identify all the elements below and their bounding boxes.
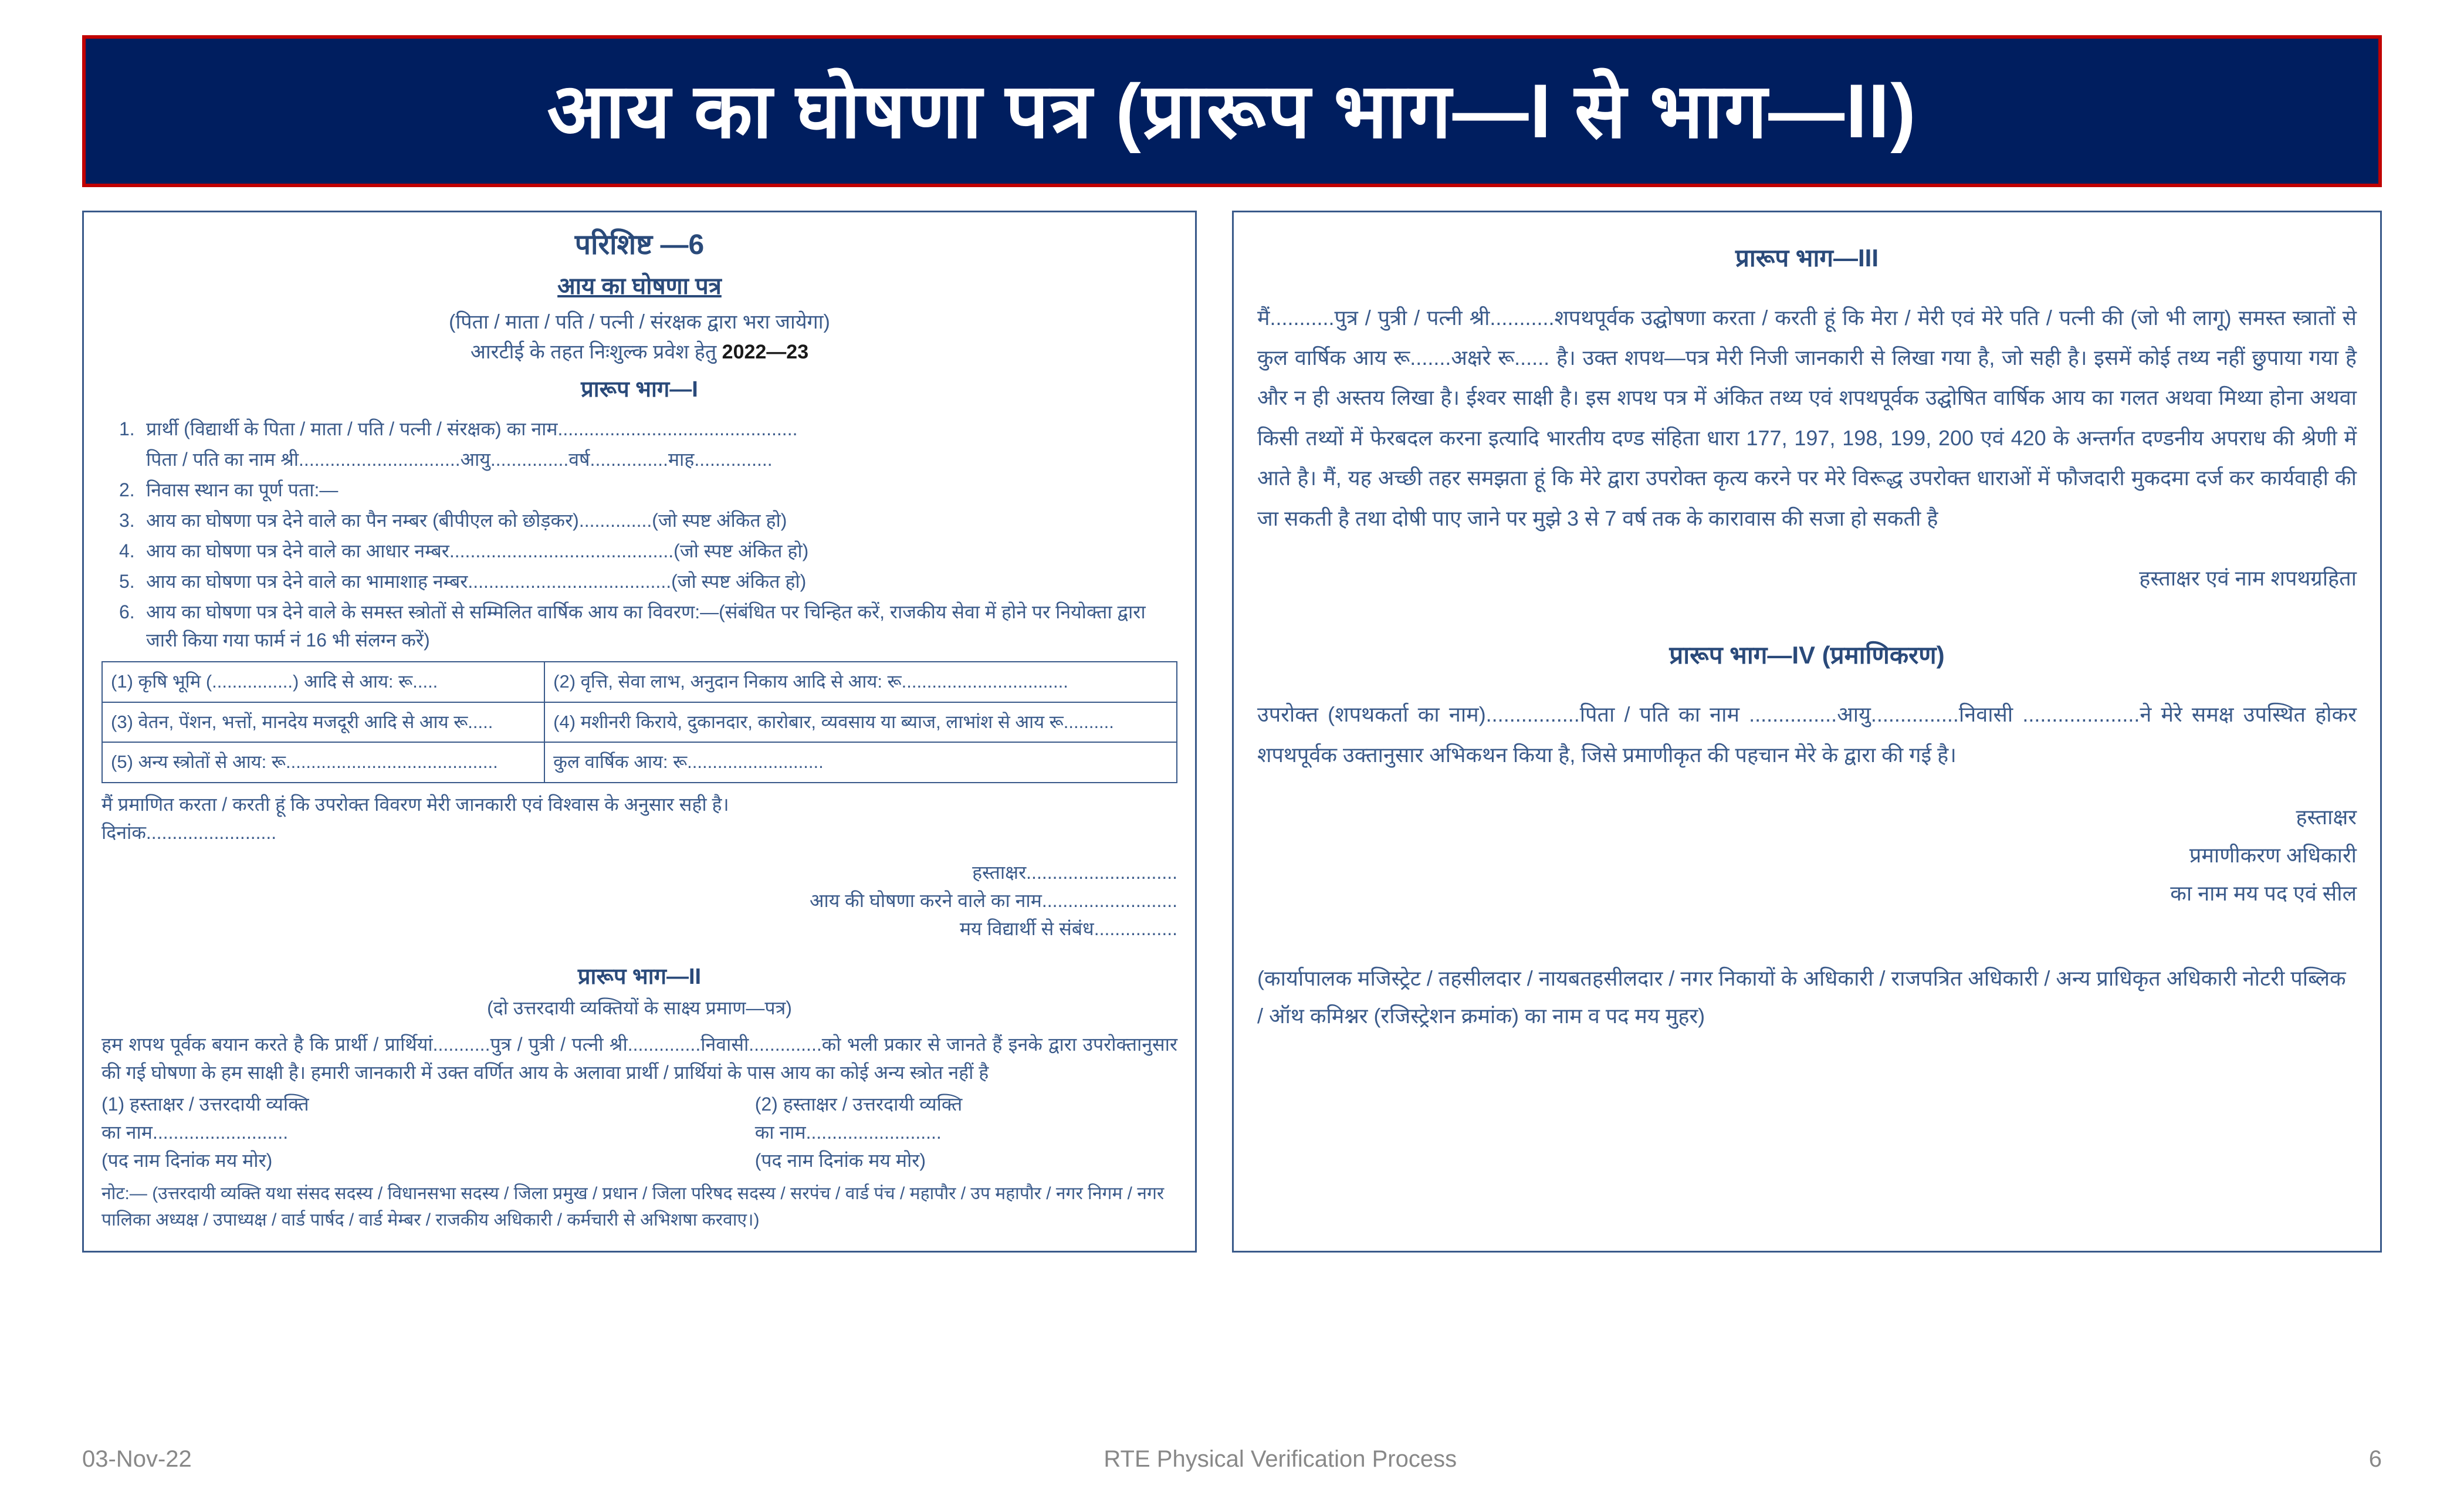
list-num [119,445,146,473]
table-cell: (2) वृत्ति, सेवा लाभ, अनुदान निकाय आदि स… [544,662,1177,702]
title-banner: आय का घोषणा पत्र (प्रारूप भाग—I से भाग—I… [82,35,2382,187]
list-num: 4. [119,537,146,565]
date-field: दिनांक......................... [101,818,1177,847]
applicant-details-list: 1.प्रार्थी (विद्यार्थी के पिता / माता / … [101,415,1177,654]
left-panel: परिशिष्ट —6 आय का घोषणा पत्र (पिता / मात… [82,211,1197,1253]
list-num: 5. [119,567,146,595]
witness-1: (1) हस्ताक्षर / उत्तरदायी व्यक्ति का नाम… [101,1090,618,1175]
witness-name: का नाम.......................... [101,1118,618,1146]
table-cell: (1) कृषि भूमि (................) आदि से … [102,662,544,702]
witness-post: (पद नाम दिनांक मय मोर) [101,1146,618,1175]
list-item: आय का घोषणा पत्र देने वाले का आधार नम्बर… [146,537,808,565]
authorized-officers-note: (कार्यापालक मजिस्ट्रेट / तहसीलदार / नायब… [1257,960,2357,1036]
certifying-officer-block: हस्ताक्षर प्रमाणीकरण अधिकारी का नाम मय प… [1257,798,2357,912]
list-num: 3. [119,506,146,534]
table-cell: (3) वेतन, पेंशन, भत्तों, मानदेय मजदूरी आ… [102,702,544,743]
praroop-3-body: मैं...........पुत्र / पुत्री / पत्नी श्र… [1257,298,2357,539]
officer-sig: हस्ताक्षर [1257,798,2357,837]
sig-line: हस्ताक्षर............................. [101,858,1177,886]
slide-footer: 03-Nov-22 RTE Physical Verification Proc… [82,1446,2382,1473]
note-text: नोट:— (उत्तरदायी व्यक्ति यथा संसद सदस्य … [101,1180,1177,1233]
praroop-2-subheading: (दो उत्तरदायी व्यक्तियों के साक्ष्य प्रम… [101,994,1177,1022]
declarant-name-line: आय की घोषणा करने वाले का नाम............… [101,886,1177,915]
certify-statement: मैं प्रमाणित करता / करती हूं कि उपरोक्त … [101,790,1177,818]
footer-title: RTE Physical Verification Process [1104,1446,1457,1473]
filled-by-note: (पिता / माता / पति / पत्नी / संरक्षक द्व… [101,307,1177,337]
list-item: आय का घोषणा पत्र देने वाले का पैन नम्बर … [146,506,787,534]
rte-prefix: आरटीई के तहत निःशुल्क प्रवेश हेतु [471,341,722,363]
table-cell: कुल वार्षिक आय: रू......................… [544,742,1177,783]
witness-name: का नाम.......................... [755,1118,1177,1146]
witness-row: (1) हस्ताक्षर / उत्तरदायी व्यक्ति का नाम… [101,1090,1177,1175]
officer-title: प्रमाणीकरण अधिकारी [1257,837,2357,875]
table-cell: (5) अन्य स्त्रोतों से आय: रू............… [102,742,544,783]
officer-name-seal: का नाम मय पद एवं सील [1257,875,2357,913]
table-cell: (4) मशीनरी किराये, दुकानदार, कारोबार, व्… [544,702,1177,743]
affiant-signature: हस्ताक्षर एवं नाम शपथग्रहिता [1257,560,2357,598]
witness-2: (2) हस्ताक्षर / उत्तरदायी व्यक्ति का नाम… [661,1090,1177,1175]
list-item: आय का घोषणा पत्र देने वाले का भामाशाह नम… [146,567,806,595]
list-num: 2. [119,476,146,504]
parishisht-heading: परिशिष्ट —6 [101,224,1177,266]
witness-sig-label: (2) हस्ताक्षर / उत्तरदायी व्यक्ति [755,1090,1177,1118]
right-panel: प्रारूप भाग—III मैं...........पुत्र / पु… [1232,211,2382,1253]
income-sources-table: (1) कृषि भूमि (................) आदि से … [101,661,1177,783]
praroop-2-heading: प्रारूप भाग—II [101,960,1177,994]
praroop-1-heading: प्रारूप भाग—I [101,373,1177,407]
list-num: 6. [119,598,146,654]
witness-sig-label: (1) हस्ताक्षर / उत्तरदायी व्यक्ति [101,1090,618,1118]
list-num: 1. [119,415,146,443]
praroop-4-heading: प्रारूप भाग—IV (प्रमाणिकरण) [1257,633,2357,678]
list-item: प्रार्थी (विद्यार्थी के पिता / माता / पत… [146,415,797,443]
witness-post: (पद नाम दिनांक मय मोर) [755,1146,1177,1175]
witness-body: हम शपथ पूर्वक बयान करते है कि प्रार्थी /… [101,1030,1177,1087]
signature-block-1: हस्ताक्षर............................. आ… [101,858,1177,943]
praroop-3-heading: प्रारूप भाग—III [1257,236,2357,280]
rte-year-line: आरटीई के तहत निःशुल्क प्रवेश हेतु 2022—2… [101,337,1177,367]
footer-page-number: 6 [2369,1446,2382,1473]
praroop-4-body: उपरोक्त (शपथकर्ता का नाम)...............… [1257,695,2357,775]
footer-date: 03-Nov-22 [82,1446,192,1473]
list-item: पिता / पति का नाम श्री..................… [146,445,773,473]
session-year: 2022—23 [722,341,808,363]
income-declaration-title: आय का घोषणा पत्र [101,269,1177,304]
list-item: आय का घोषणा पत्र देने वाले के समस्त स्त्… [146,598,1177,654]
list-item: निवास स्थान का पूर्ण पता:— [146,476,338,504]
relation-line: मय विद्यार्थी से संबंध................ [101,915,1177,943]
